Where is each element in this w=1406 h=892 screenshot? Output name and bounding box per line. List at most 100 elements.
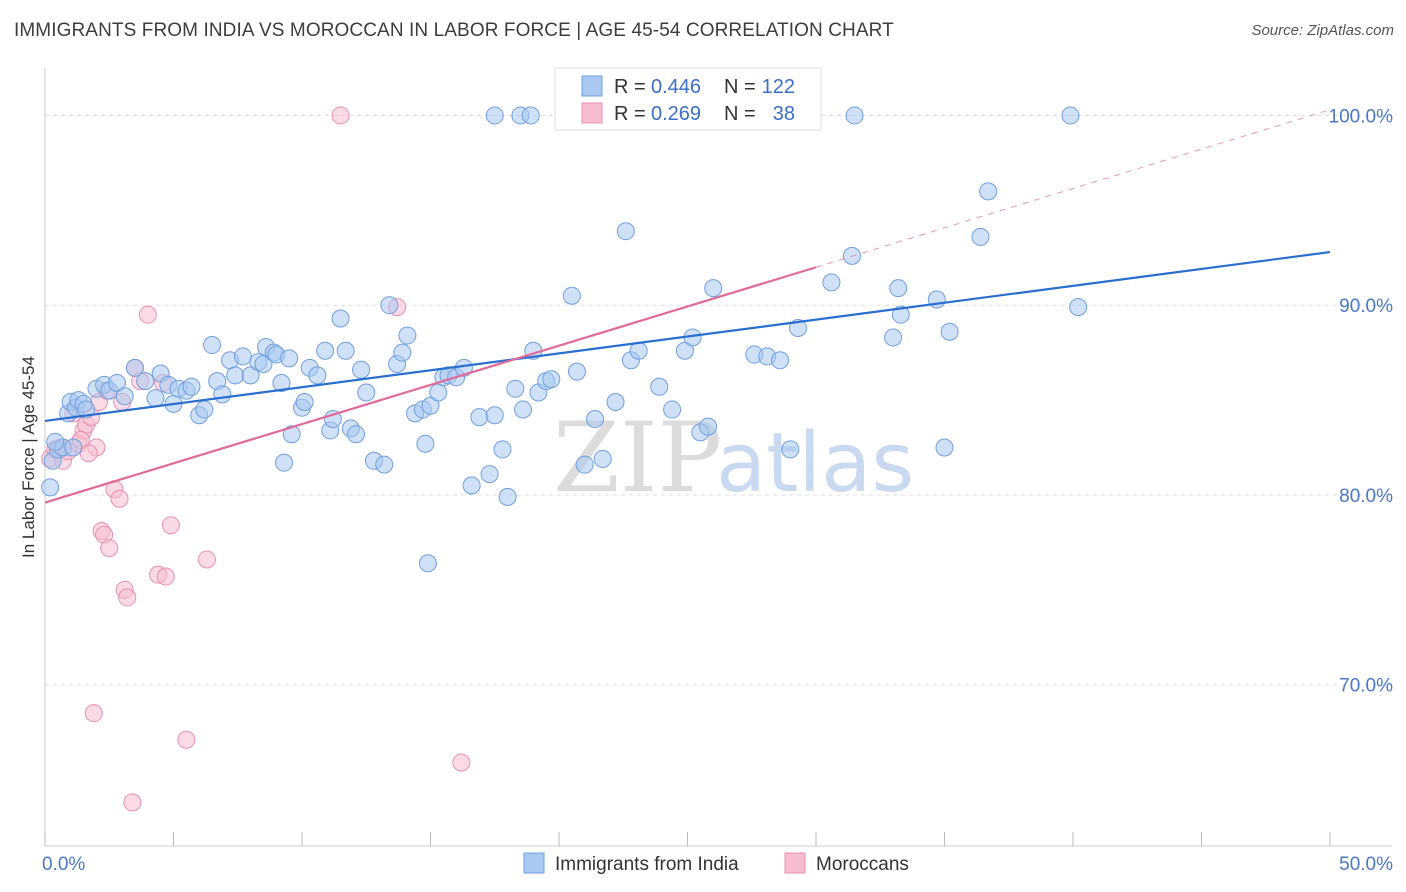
watermark: ZIP atlas bbox=[553, 402, 914, 514]
legend-r-label-india: R = bbox=[614, 76, 646, 98]
bottom-legend-swatch-moroccan bbox=[784, 852, 806, 874]
india-point bbox=[699, 417, 718, 436]
india-point bbox=[203, 336, 222, 355]
india-point bbox=[845, 106, 864, 125]
bottom-legend: Immigrants from India Moroccans bbox=[523, 852, 909, 875]
y-tick-label: 70.0% bbox=[1339, 676, 1393, 697]
moroccan-point bbox=[138, 305, 157, 324]
legend-n-value-moroccan: 38 bbox=[773, 103, 795, 125]
legend-swatch-moroccan bbox=[581, 102, 603, 124]
india-point bbox=[380, 296, 399, 315]
india-point bbox=[331, 309, 350, 328]
moroccan-point bbox=[110, 489, 129, 508]
chart-title: IMMIGRANTS FROM INDIA VS MOROCCAN IN LAB… bbox=[14, 20, 894, 41]
india-point bbox=[421, 396, 440, 415]
india-point bbox=[41, 478, 60, 497]
trend-lines bbox=[44, 109, 1331, 504]
moroccan-point bbox=[197, 550, 216, 569]
india-point bbox=[506, 379, 525, 398]
india-point bbox=[64, 438, 83, 457]
india-point bbox=[575, 455, 594, 474]
india-point bbox=[346, 425, 365, 444]
india-point bbox=[146, 389, 165, 408]
india-point bbox=[521, 106, 540, 125]
india-point bbox=[593, 449, 612, 468]
watermark-zip: ZIP bbox=[553, 402, 722, 514]
india-point bbox=[822, 273, 841, 292]
y-tick-label: 90.0% bbox=[1339, 296, 1393, 317]
india-point bbox=[771, 351, 790, 370]
india-points bbox=[41, 106, 1088, 573]
india-point bbox=[282, 425, 301, 444]
india-point bbox=[46, 432, 65, 451]
legend-swatch-india bbox=[581, 75, 603, 97]
india-point bbox=[1061, 106, 1080, 125]
india-point bbox=[295, 392, 314, 411]
moroccan-point bbox=[177, 730, 196, 749]
y-tick-labels: 70.0% 80.0% 90.0% 100.0% bbox=[1329, 106, 1394, 696]
india-point bbox=[979, 182, 998, 201]
y-tick-label: 100.0% bbox=[1329, 106, 1394, 127]
india-point bbox=[470, 408, 489, 427]
moroccan-trend-line bbox=[44, 266, 817, 504]
bottom-legend-label-moroccan: Moroccans bbox=[816, 854, 909, 875]
x-ticks bbox=[44, 832, 1331, 846]
india-point bbox=[585, 410, 604, 429]
india-point bbox=[323, 410, 342, 429]
legend-r-value-india: 0.446 bbox=[651, 76, 701, 98]
moroccan-point bbox=[452, 753, 471, 772]
x-tick-label-max: 50.0% bbox=[1339, 854, 1393, 875]
india-point bbox=[375, 455, 394, 474]
india-point bbox=[1069, 298, 1088, 317]
india-point bbox=[650, 377, 669, 396]
india-point bbox=[352, 360, 371, 379]
moroccan-point bbox=[118, 588, 137, 607]
india-point bbox=[971, 227, 990, 246]
india-point bbox=[704, 279, 723, 298]
india-point bbox=[357, 383, 376, 402]
india-point bbox=[336, 341, 355, 360]
moroccan-point bbox=[156, 567, 175, 586]
bottom-legend-label-india: Immigrants from India bbox=[555, 854, 739, 875]
bottom-legend-swatch-india bbox=[523, 852, 545, 874]
india-point bbox=[493, 440, 512, 459]
india-point bbox=[675, 341, 694, 360]
india-point bbox=[308, 366, 327, 385]
moroccan-point bbox=[161, 516, 180, 535]
india-trend-line bbox=[44, 250, 1331, 423]
india-point bbox=[940, 322, 959, 341]
x-tick-label-min: 0.0% bbox=[42, 854, 85, 875]
india-point bbox=[416, 434, 435, 453]
india-point bbox=[77, 400, 96, 419]
y-tick-label: 80.0% bbox=[1339, 486, 1393, 507]
india-point bbox=[418, 554, 437, 573]
moroccan-point bbox=[331, 106, 350, 125]
india-point bbox=[789, 318, 808, 337]
top-legend: R = 0.446 N = 122 R = 0.269 N = 38 bbox=[554, 67, 822, 131]
india-point bbox=[107, 373, 126, 392]
india-point bbox=[606, 392, 625, 411]
india-point bbox=[616, 222, 635, 241]
legend-r-value-moroccan: 0.269 bbox=[651, 103, 701, 125]
india-point bbox=[275, 453, 294, 472]
india-point bbox=[562, 286, 581, 305]
india-point bbox=[884, 328, 903, 347]
india-point bbox=[233, 347, 252, 366]
moroccan-point bbox=[123, 793, 142, 812]
moroccan-point bbox=[100, 539, 119, 558]
moroccan-trend-extension bbox=[815, 109, 1331, 268]
legend-n-label-india: N = bbox=[724, 76, 756, 98]
india-point bbox=[241, 366, 260, 385]
india-point bbox=[136, 372, 155, 391]
india-point bbox=[272, 373, 291, 392]
moroccan-point bbox=[84, 704, 103, 723]
india-point bbox=[542, 370, 561, 389]
india-point bbox=[781, 440, 800, 459]
india-point bbox=[316, 341, 335, 360]
moroccan-point bbox=[79, 444, 98, 463]
india-point bbox=[485, 106, 504, 125]
grid-lines bbox=[45, 114, 1392, 686]
india-point bbox=[485, 406, 504, 425]
india-point bbox=[182, 377, 201, 396]
